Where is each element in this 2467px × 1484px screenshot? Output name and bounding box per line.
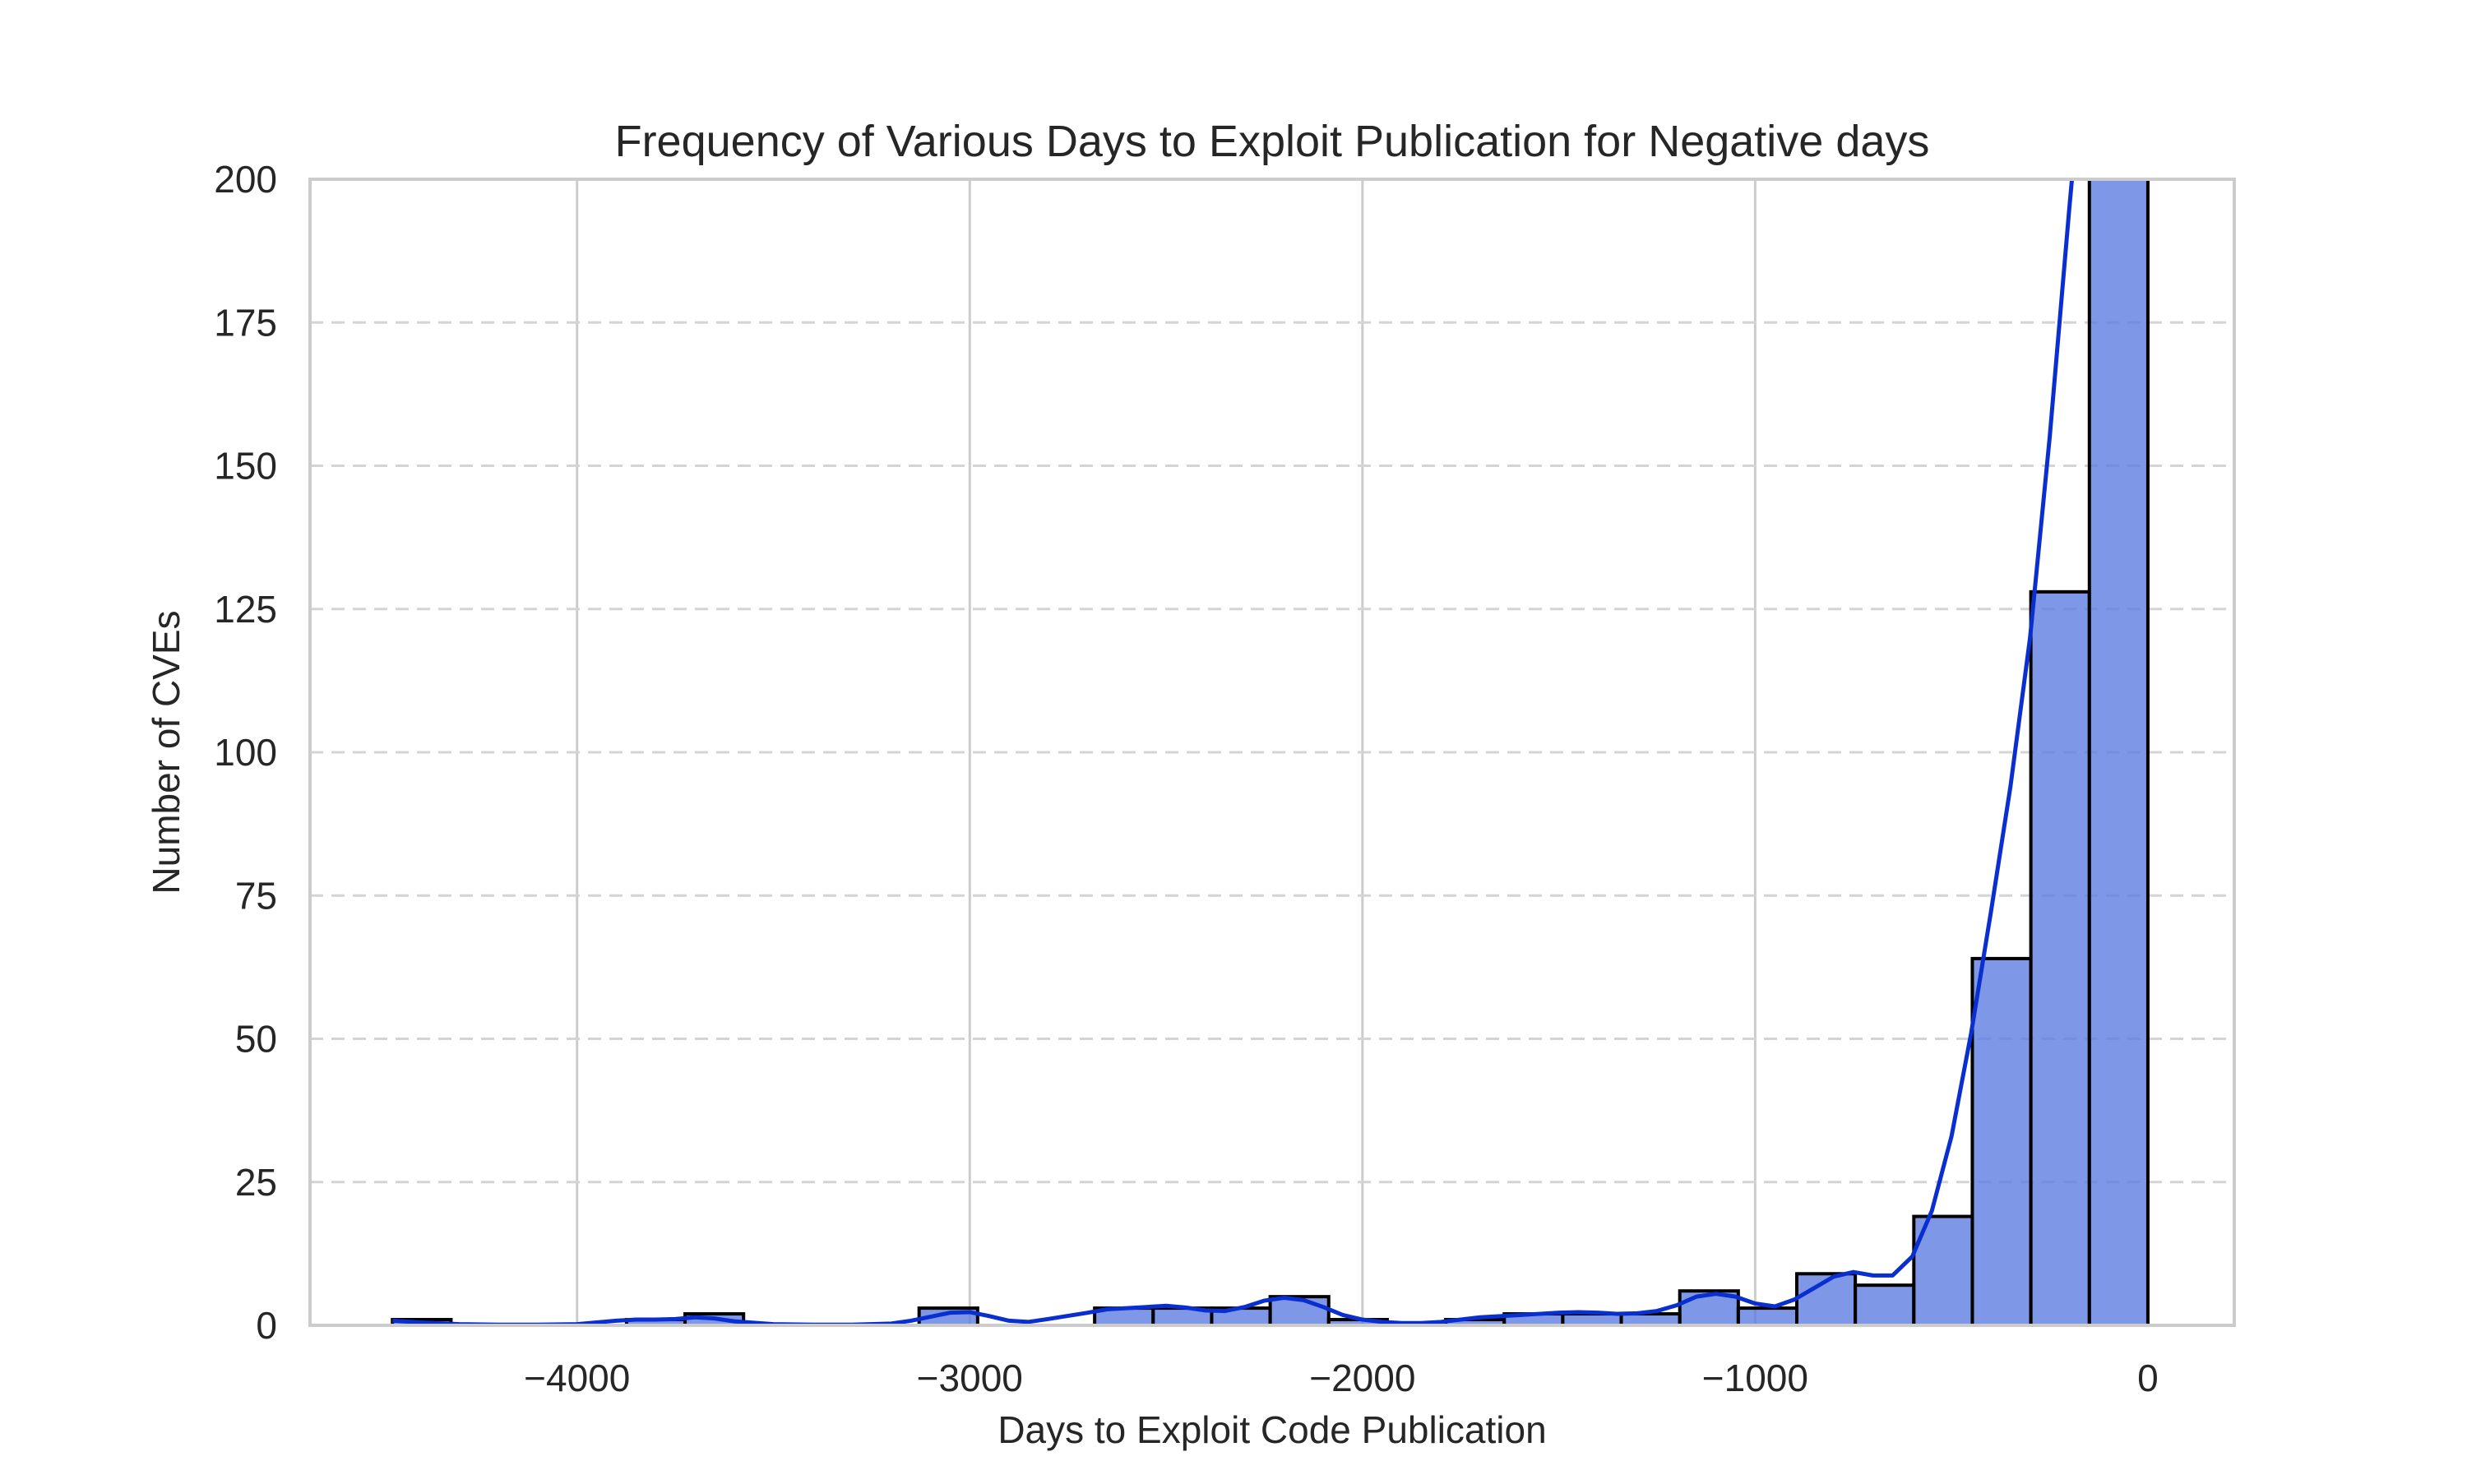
histogram-bar — [2029, 589, 2091, 1327]
x-tick-label: −4000 — [524, 1357, 630, 1399]
histogram-bar — [2087, 178, 2150, 1327]
histogram-bar — [1619, 1312, 1682, 1328]
y-tick-label: 100 — [214, 731, 277, 774]
x-axis-label: Days to Exploit Code Publication — [997, 1408, 1546, 1451]
y-tick-label: 175 — [214, 301, 277, 344]
histogram-bar — [1854, 1283, 1916, 1327]
y-tick-label: 75 — [235, 874, 277, 917]
kde-curve-group — [392, 179, 2075, 1325]
x-tick-label: −2000 — [1309, 1357, 1415, 1399]
y-tick-label: 150 — [214, 445, 277, 488]
y-axis-ticks: 0 25 50 75 100 125 150 175 200 — [214, 158, 277, 1347]
histogram-bar — [1970, 956, 2033, 1328]
y-tick-label: 125 — [214, 588, 277, 631]
x-tick-label: −1000 — [1702, 1357, 1808, 1399]
plot-frame — [308, 178, 2236, 1327]
histogram-bars — [391, 178, 2150, 1328]
histogram-bar — [1736, 1306, 1799, 1327]
y-axis-label: Number of CVEs — [145, 610, 187, 894]
y-tick-label: 50 — [235, 1018, 277, 1061]
chart-title: Frequency of Various Days to Exploit Pub… — [615, 117, 1930, 166]
y-tick-label: 200 — [214, 158, 277, 201]
x-axis-ticks: −4000 −3000 −2000 −1000 0 — [524, 1357, 2159, 1399]
kde-curve — [392, 179, 2075, 1325]
y-tick-label: 0 — [256, 1304, 277, 1347]
x-tick-label: −3000 — [917, 1357, 1023, 1399]
x-tick-label: 0 — [2137, 1357, 2159, 1399]
y-tick-label: 25 — [235, 1161, 277, 1204]
